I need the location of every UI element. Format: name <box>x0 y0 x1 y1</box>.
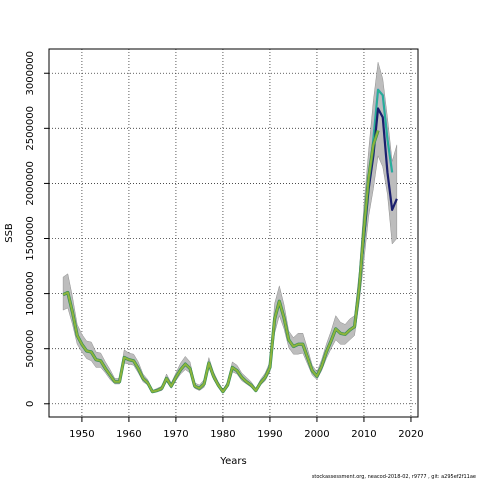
x-tick-label-1960: 1960 <box>116 429 141 440</box>
y-axis: 0 500000 1000000 1500000 2000000 2500000 30000… <box>25 51 49 407</box>
y-tick-label-0: 0 <box>25 401 36 407</box>
y-tick-label-2500000: 2500000 <box>25 106 36 151</box>
y-tick-label-2000000: 2000000 <box>25 161 36 206</box>
series-line-blue <box>62 88 394 393</box>
series-line-main-edge <box>62 130 380 394</box>
x-tick-label-2000: 2000 <box>304 429 329 440</box>
x-tick-label-2020: 2020 <box>398 429 423 440</box>
y-tick-label-3000000: 3000000 <box>25 51 36 96</box>
x-axis-title: Years <box>219 456 246 467</box>
x-tick-label-1980: 1980 <box>210 429 235 440</box>
x-tick-label-2010: 2010 <box>351 429 376 440</box>
footer-credit: stockassessment.org, neacod-2018-02, r97… <box>312 474 476 480</box>
series-line-navy <box>62 107 398 393</box>
y-tick-label-500000: 500000 <box>25 330 36 368</box>
y-tick-label-1500000: 1500000 <box>25 216 36 261</box>
x-tick-label-1950: 1950 <box>69 429 94 440</box>
x-axis: 1950 1960 1970 1980 1990 2000 2010 2020 <box>69 417 424 440</box>
series-line-main <box>62 130 379 393</box>
series-line-teal <box>62 88 393 393</box>
confidence-band <box>62 62 398 394</box>
x-tick-label-1970: 1970 <box>163 429 188 440</box>
ssb-confidence-band <box>62 62 398 394</box>
y-tick-label-1000000: 1000000 <box>25 271 36 316</box>
series-lines <box>62 88 398 394</box>
x-tick-label-1990: 1990 <box>257 429 282 440</box>
y-axis-title: SSB <box>4 223 15 243</box>
plot-frame <box>48 48 419 418</box>
